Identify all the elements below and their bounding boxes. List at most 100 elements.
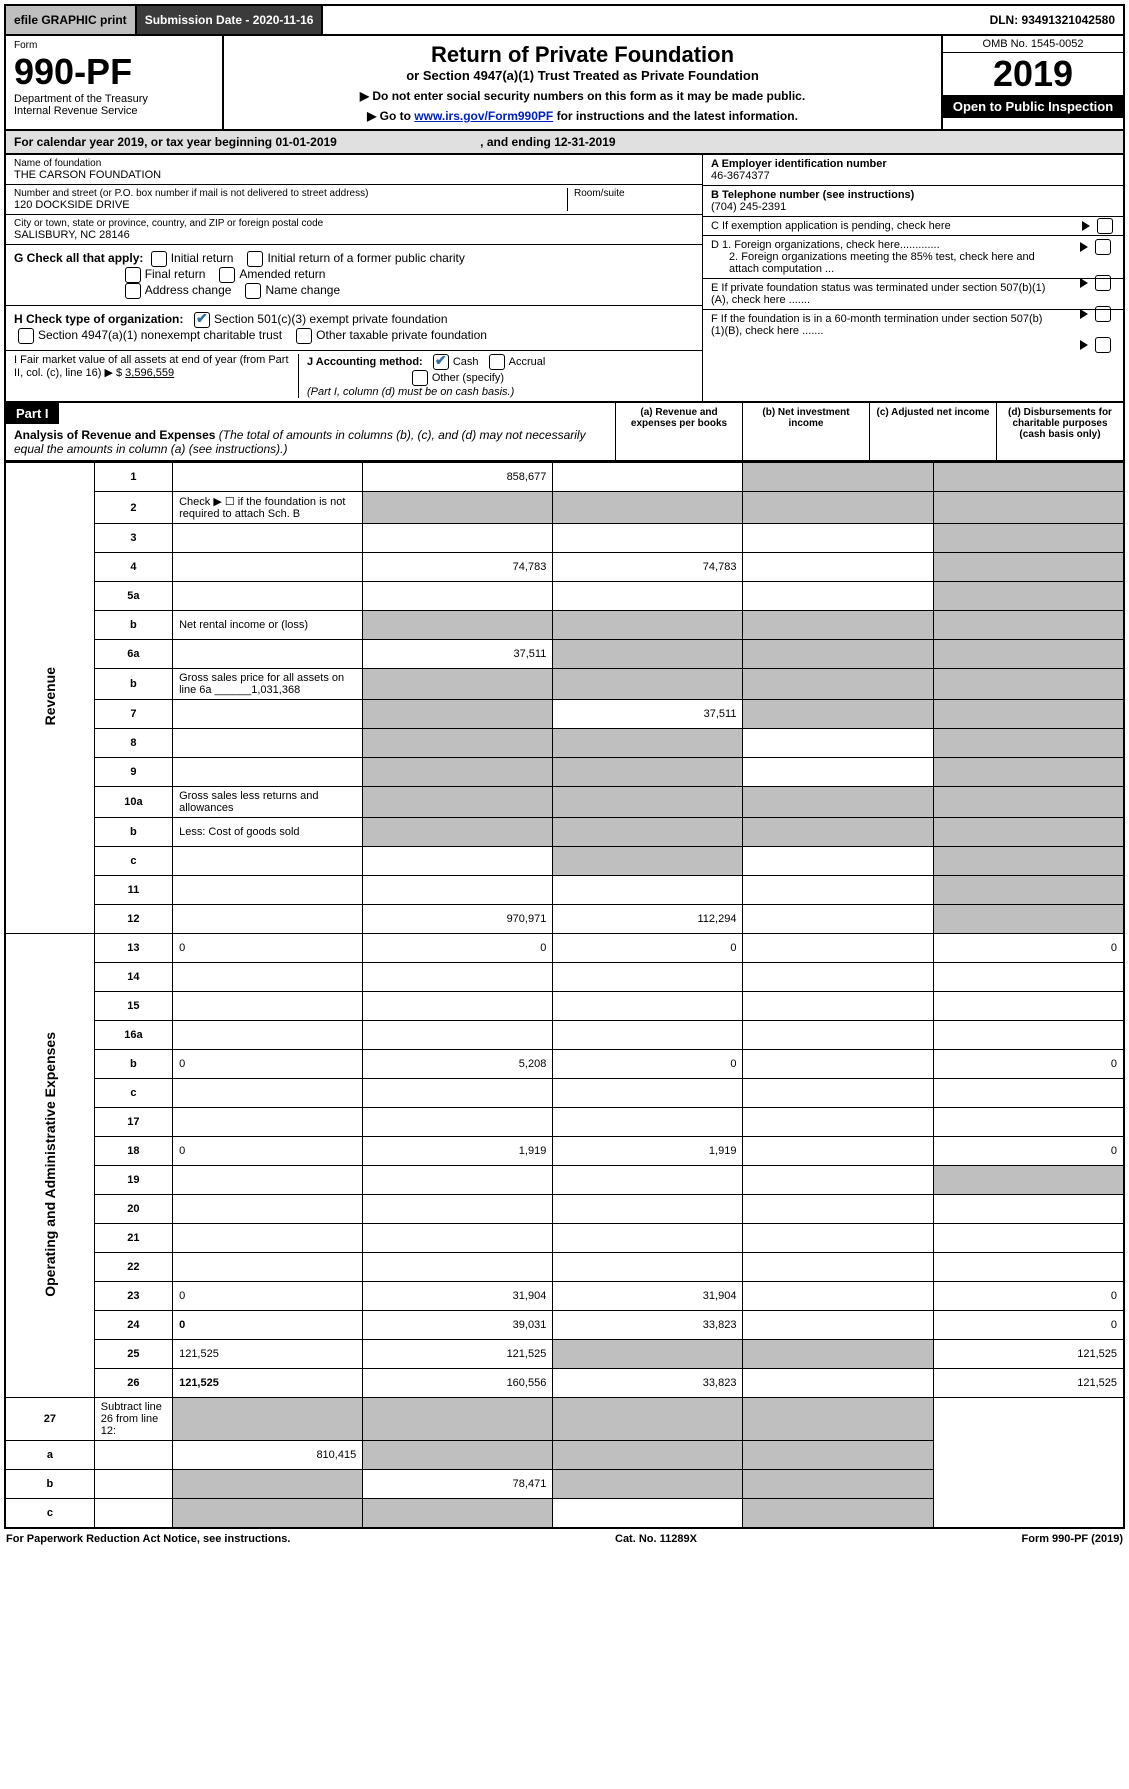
name-change-checkbox[interactable] xyxy=(245,283,261,299)
accrual-checkbox[interactable] xyxy=(489,354,505,370)
cash-checkbox[interactable] xyxy=(433,354,449,370)
value-cell-d xyxy=(933,1224,1124,1253)
line-number: 19 xyxy=(94,1166,172,1195)
cash-label: Cash xyxy=(453,356,479,368)
value-cell-a: 121,525 xyxy=(363,1340,553,1369)
calendar-year-row: For calendar year 2019, or tax year begi… xyxy=(4,131,1125,155)
d1-label: D 1. Foreign organizations, check here..… xyxy=(711,239,940,251)
value-cell-b: 0 xyxy=(553,1050,743,1079)
tax-begin-date: 01-01-2019 xyxy=(275,135,336,149)
value-cell-d xyxy=(933,640,1124,669)
part1-table: Revenue1858,6772Check ▶ ☐ if the foundat… xyxy=(4,462,1125,1529)
value-cell-d xyxy=(743,1499,933,1529)
section-label: Revenue xyxy=(5,463,94,934)
exemption-pending-checkbox[interactable] xyxy=(1097,218,1113,234)
value-cell-b xyxy=(553,640,743,669)
line-number: b xyxy=(94,611,172,640)
entity-right: A Employer identification number 46-3674… xyxy=(702,155,1123,401)
value-cell-d: 0 xyxy=(933,934,1124,963)
j-label: J Accounting method: xyxy=(307,356,423,368)
irs-link[interactable]: www.irs.gov/Form990PF xyxy=(414,109,553,123)
value-cell-b: 33,823 xyxy=(553,1311,743,1340)
4947-checkbox[interactable] xyxy=(18,328,34,344)
value-cell-b: 1,919 xyxy=(553,1137,743,1166)
line-description xyxy=(173,963,363,992)
table-row: 474,78374,783 xyxy=(5,553,1124,582)
501c3-checkbox[interactable] xyxy=(194,312,210,328)
foreign-org-checkbox[interactable] xyxy=(1095,239,1111,255)
line-number: 4 xyxy=(94,553,172,582)
value-cell-a xyxy=(363,1253,553,1282)
value-cell-a: 5,208 xyxy=(363,1050,553,1079)
value-cell-c xyxy=(743,582,933,611)
value-cell-a xyxy=(363,1079,553,1108)
60month-checkbox[interactable] xyxy=(1095,337,1111,353)
initial-return-checkbox[interactable] xyxy=(151,251,167,267)
value-cell xyxy=(553,818,743,847)
value-cell-d: 0 xyxy=(933,1282,1124,1311)
value-cell-a xyxy=(173,1470,363,1499)
501c3-label: Section 501(c)(3) exempt private foundat… xyxy=(214,312,447,326)
line-number: 5a xyxy=(94,582,172,611)
value-cell-a xyxy=(363,1224,553,1253)
fmv-value: 3,596,559 xyxy=(125,367,174,379)
other-taxable-checkbox[interactable] xyxy=(296,328,312,344)
col-b-header: (b) Net investment income xyxy=(742,403,869,460)
ein-value: 46-3674377 xyxy=(711,170,770,182)
d-cell: D 1. Foreign organizations, check here..… xyxy=(703,236,1123,279)
value-cell xyxy=(363,669,553,700)
value-cell-c xyxy=(743,876,933,905)
value-cell-d xyxy=(933,1108,1124,1137)
efile-print-button[interactable]: efile GRAPHIC print xyxy=(6,6,137,34)
value-cell xyxy=(553,669,743,700)
final-return-checkbox[interactable] xyxy=(125,267,141,283)
value-cell-d xyxy=(933,1166,1124,1195)
initial-former-checkbox[interactable] xyxy=(247,251,263,267)
value-cell-b: 112,294 xyxy=(553,905,743,934)
value-cell-d: 121,525 xyxy=(933,1340,1124,1369)
line-number: 17 xyxy=(94,1108,172,1137)
line-number: 18 xyxy=(94,1137,172,1166)
amended-checkbox[interactable] xyxy=(219,267,235,283)
value-cell xyxy=(743,818,933,847)
value-cell xyxy=(743,611,933,640)
accrual-label: Accrual xyxy=(509,356,546,368)
table-row: 5a xyxy=(5,582,1124,611)
value-cell-a: 39,031 xyxy=(363,1311,553,1340)
initial-return-label: Initial return xyxy=(171,251,234,265)
table-row: 9 xyxy=(5,758,1124,787)
value-cell-b xyxy=(553,1166,743,1195)
line-number: 3 xyxy=(94,524,172,553)
value-cell xyxy=(933,669,1124,700)
table-row: 11 xyxy=(5,876,1124,905)
tax-year: 2019 xyxy=(943,53,1123,95)
table-row: bGross sales price for all assets on lin… xyxy=(5,669,1124,700)
value-cell-c xyxy=(743,934,933,963)
g-checks: G Check all that apply: Initial return I… xyxy=(6,245,702,306)
other-method-checkbox[interactable] xyxy=(412,370,428,386)
top-bar: efile GRAPHIC print Submission Date - 20… xyxy=(4,4,1125,36)
c-label: C If exemption application is pending, c… xyxy=(711,220,951,232)
value-cell-c xyxy=(743,1282,933,1311)
value-cell-b xyxy=(553,847,743,876)
value-cell-c xyxy=(743,1195,933,1224)
value-cell-d: 0 xyxy=(933,1311,1124,1340)
cat-number: Cat. No. 11289X xyxy=(615,1533,697,1545)
line-description xyxy=(173,463,363,492)
value-cell-a xyxy=(363,1166,553,1195)
value-cell-a: 810,415 xyxy=(173,1441,363,1470)
value-cell xyxy=(553,787,743,818)
value-cell-d: 0 xyxy=(933,1137,1124,1166)
line-number: 1 xyxy=(94,463,172,492)
table-row: 737,511 xyxy=(5,700,1124,729)
value-cell-c xyxy=(743,700,933,729)
line-description: 0 xyxy=(173,934,363,963)
line-description xyxy=(173,1195,363,1224)
value-cell-d: 0 xyxy=(933,1050,1124,1079)
value-cell-b: 31,904 xyxy=(553,1282,743,1311)
f-cell: F If the foundation is in a 60-month ter… xyxy=(703,310,1123,340)
value-cell-d xyxy=(933,1195,1124,1224)
table-row: 25121,525121,525121,525 xyxy=(5,1340,1124,1369)
address-change-checkbox[interactable] xyxy=(125,283,141,299)
line-number: 16a xyxy=(94,1021,172,1050)
